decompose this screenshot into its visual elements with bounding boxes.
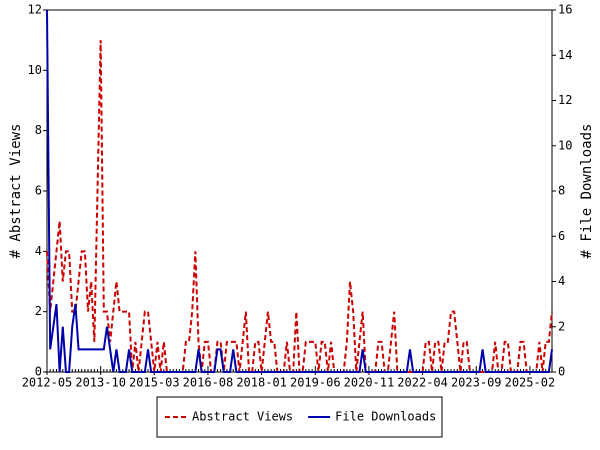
y-tick-label: 10 bbox=[28, 63, 42, 77]
x-tick-label: 2019-06 bbox=[290, 376, 341, 390]
x-tick-label: 2016-08 bbox=[183, 376, 234, 390]
y-tick-label: 12 bbox=[28, 3, 42, 17]
y2-tick-label: 2 bbox=[558, 319, 565, 333]
series-line bbox=[46, 40, 553, 373]
plot-frame bbox=[46, 9, 553, 373]
y-tick-label: 4 bbox=[35, 244, 42, 258]
y-tick-label: 2 bbox=[35, 304, 42, 318]
y-tick-label: 6 bbox=[35, 184, 42, 198]
y2-tick-label: 14 bbox=[558, 48, 572, 62]
x-tick-label: 2025-02 bbox=[505, 376, 556, 390]
y2-tick-label: 8 bbox=[558, 184, 565, 198]
x-tick-label: 2018-01 bbox=[236, 376, 287, 390]
y2-tick-label: 16 bbox=[558, 3, 572, 17]
y-axis-label: # Abstract Views bbox=[8, 124, 24, 259]
x-tick-label: 2022-04 bbox=[397, 376, 448, 390]
x-tick-label: 2015-03 bbox=[129, 376, 180, 390]
y2-axis-label: # File Downloads bbox=[579, 124, 595, 259]
legend-label: File Downloads bbox=[335, 410, 436, 424]
y-tick-label: 8 bbox=[35, 123, 42, 137]
y2-tick-label: 4 bbox=[558, 274, 565, 288]
y2-tick-label: 10 bbox=[558, 138, 572, 152]
legend-box bbox=[156, 396, 443, 438]
y2-tick-label: 6 bbox=[558, 229, 565, 243]
x-tick-label: 2020-11 bbox=[344, 376, 395, 390]
y-tick-label: 0 bbox=[35, 365, 42, 379]
x-tick-label: 2013-10 bbox=[75, 376, 126, 390]
x-tick-label: 2012-05 bbox=[22, 376, 73, 390]
y2-tick-label: 12 bbox=[558, 93, 572, 107]
y2-tick-label: 0 bbox=[558, 365, 565, 379]
series-line bbox=[46, 9, 553, 373]
x-tick-label: 2023-09 bbox=[451, 376, 502, 390]
legend-label: Abstract Views bbox=[192, 410, 293, 424]
